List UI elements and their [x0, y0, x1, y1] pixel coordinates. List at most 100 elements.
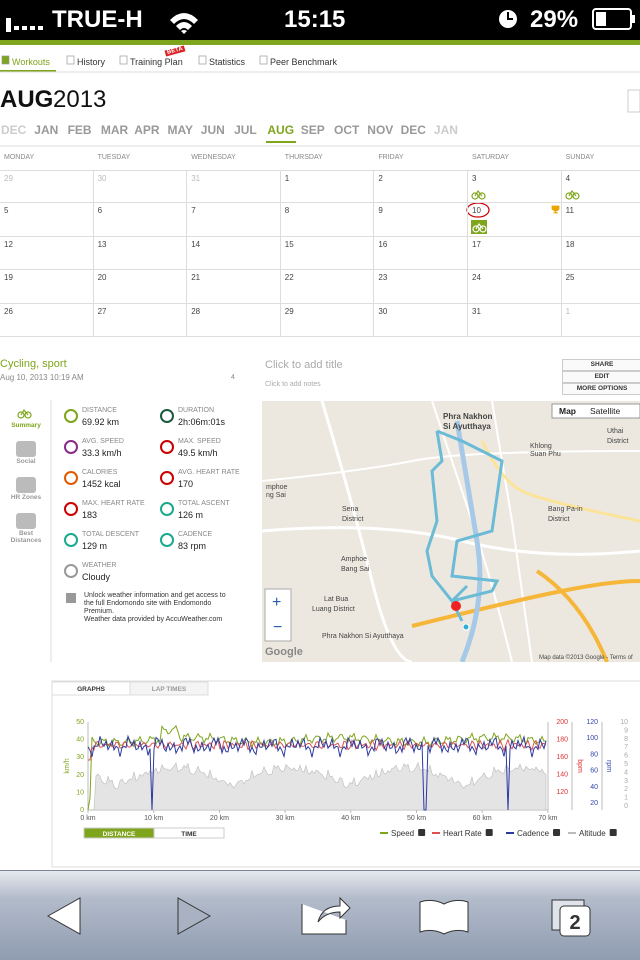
day-cell[interactable]: 8 [280, 203, 375, 237]
back-button[interactable] [46, 897, 81, 935]
day-cell[interactable]: 29 [280, 303, 375, 337]
day-cell[interactable]: 19 [0, 270, 94, 304]
legend-checkbox [485, 829, 493, 836]
day-cell[interactable]: 30 [374, 303, 468, 337]
nav-tab[interactable]: Peer Benchmark [270, 57, 338, 67]
bike-wheel [17, 411, 25, 419]
workout-badge [471, 220, 487, 234]
bike-frame [20, 408, 29, 416]
map-type-button[interactable]: Satellite [590, 406, 621, 416]
mode-label[interactable]: TIME [181, 831, 197, 838]
month-link[interactable]: JAN [433, 123, 458, 137]
bike-wheel [572, 192, 580, 200]
day-cell[interactable]: 29 [0, 170, 94, 204]
month-link[interactable]: SEP [300, 123, 325, 137]
day-cell[interactable]: 18 [561, 237, 640, 271]
year: 2013 [53, 86, 107, 113]
nav-tab[interactable]: Training Plan [130, 57, 183, 67]
side-nav-item[interactable]: Summary [11, 422, 41, 429]
day-cell[interactable]: 12 [0, 236, 94, 271]
map-type-button[interactable]: Map [559, 406, 576, 416]
day-cell[interactable]: 1 [561, 304, 640, 337]
stat-value: Cloudy [82, 572, 111, 582]
day-cell[interactable]: 7 [187, 203, 281, 237]
side-nav-item[interactable]: HR Zones [10, 494, 42, 501]
day-cell[interactable]: 25 [561, 270, 640, 304]
day-cell[interactable]: 10 [468, 203, 562, 237]
stat-value: 126 m [178, 510, 204, 520]
side-nav-item[interactable]: Best Distances [10, 530, 42, 544]
day-cell[interactable]: 13 [93, 236, 188, 271]
axis-tick-label: 10 [620, 719, 628, 726]
bike-wheel [479, 225, 487, 233]
graph-tab-label[interactable]: LAP TIMES [152, 686, 187, 693]
legend-label[interactable]: Heart Rate [443, 829, 482, 838]
day-cell[interactable]: 20 [93, 270, 188, 304]
day-cell[interactable]: 1 [280, 170, 375, 204]
day-cell[interactable]: 31 [468, 303, 562, 337]
side-nav-item[interactable]: Social [16, 458, 36, 465]
bike-wheel [472, 225, 480, 233]
nav-tab[interactable]: Workouts [12, 57, 50, 67]
map-label: Bang Sai [341, 566, 370, 573]
graph-tab-label[interactable]: GRAPHS [77, 686, 105, 693]
day-cell[interactable]: 31 [187, 170, 281, 204]
day-cell[interactable]: 14 [187, 236, 281, 271]
day-cell[interactable]: 21 [187, 270, 281, 304]
month-link[interactable]: FEB [67, 123, 92, 137]
stat-label: TOTAL ASCENT [178, 500, 230, 507]
month-link[interactable]: DEC [1, 123, 27, 137]
day-cell[interactable]: 16 [374, 236, 468, 271]
add-title[interactable]: Click to add title [265, 359, 343, 371]
month-link[interactable]: MAY [167, 123, 194, 137]
nav-tab[interactable]: Statistics [209, 57, 246, 67]
signal-bar [38, 26, 43, 30]
day-cell[interactable]: 15 [280, 236, 375, 271]
side-nav-icon [16, 513, 36, 529]
day-cell[interactable]: 9 [374, 203, 468, 237]
day-cell[interactable]: 24 [468, 270, 562, 304]
month-link[interactable]: NOV [367, 123, 394, 137]
stat-label: DURATION [178, 407, 215, 414]
day-cell[interactable]: 30 [93, 170, 188, 204]
day-cell[interactable]: 11 [561, 203, 640, 237]
day-cell[interactable]: 27 [93, 303, 188, 337]
stat-value: 183 [82, 510, 98, 520]
month-link[interactable]: APR [134, 123, 160, 137]
stat-value: 69.92 km [82, 417, 120, 427]
action-button[interactable]: EDIT [562, 371, 640, 383]
day-cell[interactable]: 28 [187, 303, 281, 337]
legend-label[interactable]: Cadence [517, 829, 550, 838]
day-cell[interactable]: 22 [280, 270, 375, 304]
add-notes[interactable]: Click to add notes [265, 381, 321, 388]
stat-icon [160, 409, 174, 423]
action-button[interactable]: SHARE [562, 359, 640, 371]
bookmarks-button[interactable] [419, 899, 469, 935]
axis-tick-label: 0 [80, 807, 84, 814]
forward-button[interactable] [177, 897, 212, 935]
share-button[interactable] [301, 896, 351, 935]
legend-label[interactable]: Speed [391, 829, 414, 838]
day-cell[interactable]: 23 [374, 270, 468, 304]
day-cell[interactable]: 26 [0, 303, 94, 337]
day-cell[interactable]: 5 [0, 203, 94, 237]
tab-icon [198, 55, 207, 65]
month-link[interactable]: JAN [34, 123, 59, 137]
day-cell[interactable]: 2 [374, 170, 468, 204]
month-link[interactable]: AUG [267, 123, 295, 137]
day-cell[interactable]: 17 [468, 236, 562, 271]
mode-label[interactable]: DISTANCE [103, 831, 136, 838]
day-cell[interactable]: 6 [93, 203, 188, 237]
month-link[interactable]: MAR [100, 123, 129, 137]
day-cell[interactable]: 4 [561, 170, 640, 204]
month-link[interactable]: JUN [200, 123, 225, 137]
nav-tab[interactable]: History [77, 57, 106, 67]
action-button[interactable]: MORE OPTIONS [562, 383, 640, 395]
month-link[interactable]: DEC [400, 123, 426, 137]
axis-tick-label: 2 [624, 786, 628, 793]
legend-label[interactable]: Altitude [579, 829, 606, 838]
day-cell[interactable]: 3 [468, 170, 562, 204]
month-link[interactable]: OCT [334, 123, 360, 137]
month-link[interactable]: JUL [234, 123, 257, 137]
stat-icon [64, 533, 78, 547]
